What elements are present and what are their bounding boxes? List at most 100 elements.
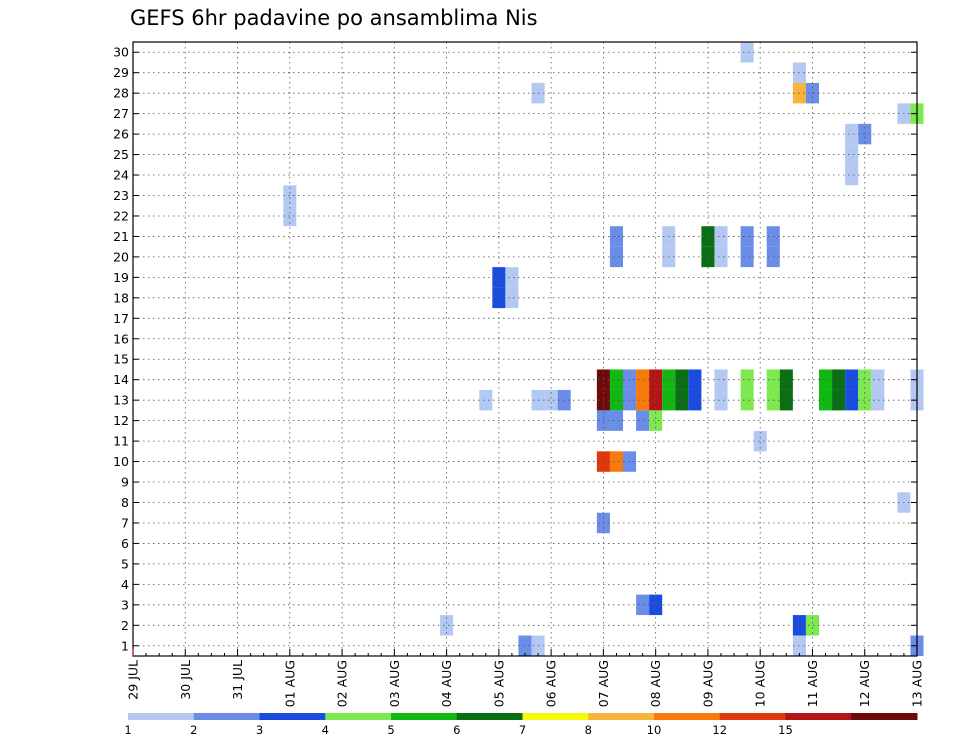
y-tick-label: 26 [113,127,129,142]
colorbar-segment [522,713,589,720]
y-tick-label: 12 [113,413,129,428]
colorbar-label: 8 [585,723,592,737]
x-tick-label: 09 AUG [700,660,715,707]
data-cell [688,389,702,411]
data-cell [505,267,519,288]
data-cell [623,451,637,472]
colorbar-segment [719,713,786,720]
colorbar-label: 10 [647,723,662,737]
x-tick-label: 03 AUG [387,660,402,707]
x-tick-label: 29 JUL [126,660,141,700]
colorbar-segment [851,713,918,720]
colorbar-label: 3 [256,723,263,737]
colorbar-label: 5 [387,723,394,737]
colorbar-label: 2 [190,723,197,737]
x-tick-label: 06 AUG [544,660,559,707]
data-cell [688,369,702,390]
colorbar-segment [193,713,260,720]
y-tick-label: 15 [113,352,129,367]
y-tick-label: 8 [121,495,129,510]
colorbar-segment [654,713,721,720]
y-tick-label: 2 [121,618,129,633]
data-cell [779,369,793,390]
data-cell [858,369,872,390]
data-cell [871,369,885,390]
data-cell [714,226,728,247]
data-cell [623,389,637,411]
data-cell [714,369,728,390]
data-cell [609,369,623,390]
data-cell [649,410,663,431]
colorbar-segment [588,713,655,720]
y-tick-label: 11 [113,434,129,449]
data-cell [740,226,754,247]
y-tick-label: 20 [113,249,129,264]
x-tick-label: 02 AUG [335,660,350,707]
data-cell [819,389,833,411]
data-cell [609,226,623,247]
x-tick-label: 05 AUG [491,660,506,707]
x-tick-label: 04 AUG [439,660,454,707]
y-tick-label: 18 [113,290,129,305]
grid [133,42,917,656]
x-tick-label: 07 AUG [596,660,611,707]
data-cell [819,369,833,390]
data-cell [714,246,728,268]
data-cell [609,451,623,472]
y-tick-label: 27 [113,106,129,121]
colorbar-label: 15 [778,723,793,737]
y-tick-label: 5 [121,556,129,571]
y-tick-label: 28 [113,86,129,101]
data-cell [779,389,793,411]
data-cell [609,246,623,268]
colorbar-segment [325,713,392,720]
y-tick-label: 29 [113,65,129,80]
data-cell [636,389,650,411]
colorbar-segment [456,713,523,720]
data-cell [753,430,767,452]
x-tick-label: 13 AUG [910,660,925,707]
data-cell [283,205,297,227]
y-axis: 1234567891011121314151617181920212223242… [113,45,917,653]
data-cell [609,410,623,431]
x-tick-label: 30 JUL [178,660,193,700]
y-tick-label: 1 [121,638,129,653]
data-cell [518,635,532,656]
data-cell [649,369,663,390]
y-tick-label: 9 [121,475,129,490]
colorbar-segment [785,713,852,720]
y-tick-label: 13 [113,393,129,408]
data-cell [675,389,689,411]
x-tick-label: 31 JUL [230,660,245,700]
data-cell [714,389,728,411]
data-cell [283,185,297,206]
data-cell [845,144,859,165]
data-cell [871,389,885,411]
data-cell [740,246,754,268]
x-tick-label: 10 AUG [753,660,768,707]
y-tick-label: 3 [121,597,129,612]
y-tick-label: 24 [113,168,129,183]
data-cell [858,123,872,145]
data-cell [609,389,623,411]
y-tick-label: 7 [121,515,129,530]
data-cell [845,369,859,390]
y-tick-label: 22 [113,208,129,223]
data-cell [675,369,689,390]
colorbar-label: 12 [712,723,727,737]
data-cell [740,42,754,63]
colorbar-segment [391,713,458,720]
data-cells [283,42,924,656]
colorbar-label: 4 [322,723,329,737]
data-cell [845,164,859,186]
colorbar: 1 2 3 4 5 6 7 8 10 12 15 [124,713,918,737]
data-cell [649,389,663,411]
data-cell [701,246,715,268]
x-axis: 29 JUL 30 JUL 31 JUL 01 AUG 02 AUG 03 AUG 04 A… [126,649,925,707]
data-cell [845,123,859,145]
colorbar-label: 6 [453,723,460,737]
data-cell [740,389,754,411]
colorbar-label: 7 [519,723,526,737]
y-tick-label: 21 [113,229,129,244]
colorbar-segment [259,713,326,720]
